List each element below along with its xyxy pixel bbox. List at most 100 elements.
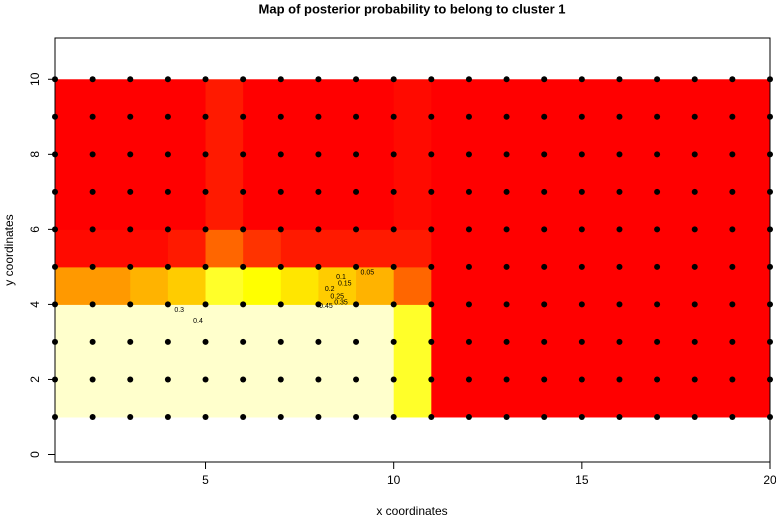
heat-cell <box>544 116 583 155</box>
point <box>578 301 585 308</box>
chart-title: Map of posterior probability to belong t… <box>259 1 566 16</box>
point <box>616 301 623 308</box>
point <box>729 188 736 195</box>
point <box>654 188 661 195</box>
heat-cell <box>732 304 771 343</box>
point <box>240 113 247 120</box>
point <box>503 301 510 308</box>
heat-cell <box>619 116 658 155</box>
point <box>729 226 736 233</box>
point <box>428 113 435 120</box>
point <box>164 376 171 383</box>
heat-cell <box>619 191 658 230</box>
point <box>315 413 322 420</box>
x-tick-label: 20 <box>763 473 776 487</box>
point <box>127 301 134 308</box>
contour-label: 0.1 <box>336 274 346 281</box>
point <box>541 113 548 120</box>
point <box>202 113 209 120</box>
heat-cell <box>205 229 244 268</box>
heat-cell <box>205 266 244 305</box>
heat-cell <box>431 191 470 230</box>
point <box>89 188 96 195</box>
point <box>240 376 247 383</box>
point <box>541 413 548 420</box>
point <box>616 376 623 383</box>
heat-cell <box>356 79 395 118</box>
heat-cell <box>393 79 432 118</box>
point <box>202 263 209 270</box>
heat-cell <box>619 379 658 418</box>
heat-cell <box>506 116 545 155</box>
heat-cell <box>318 154 357 193</box>
point <box>89 338 96 345</box>
heat-cell <box>167 79 207 118</box>
heat-cell <box>619 341 658 380</box>
heat-cell <box>280 304 319 343</box>
point <box>729 301 736 308</box>
x-tick-label: 15 <box>575 473 589 487</box>
point <box>578 151 585 158</box>
heat-cell <box>280 79 319 118</box>
point <box>654 301 661 308</box>
heat-cell <box>130 116 169 155</box>
point <box>89 413 96 420</box>
heat-cell <box>694 266 733 305</box>
heat-cell <box>694 379 733 418</box>
point <box>503 263 510 270</box>
heat-cell <box>205 341 244 380</box>
point <box>691 338 698 345</box>
heat-cell <box>732 116 771 155</box>
point <box>616 188 623 195</box>
heat-cell <box>506 154 545 193</box>
point <box>465 301 472 308</box>
point <box>240 188 247 195</box>
heat-cell <box>393 379 432 418</box>
point <box>465 263 472 270</box>
point <box>353 338 360 345</box>
y-axis-label: y coordinates <box>2 214 16 285</box>
point <box>390 151 397 158</box>
heat-cell <box>130 341 169 380</box>
contour-label: 0.05 <box>361 269 375 276</box>
point <box>729 113 736 120</box>
heat-cell <box>393 116 432 155</box>
heat-cell <box>130 79 169 118</box>
point <box>691 188 698 195</box>
heat-cell <box>280 341 319 380</box>
point <box>353 76 360 83</box>
point <box>428 263 435 270</box>
point <box>428 338 435 345</box>
point <box>164 151 171 158</box>
heat-cell <box>468 266 508 305</box>
heat-cell <box>280 229 319 268</box>
point <box>277 113 284 120</box>
heat-cell <box>130 266 169 305</box>
heat-cell <box>393 229 432 268</box>
heat-cell <box>243 191 282 230</box>
point <box>277 263 284 270</box>
heat-cell <box>506 341 545 380</box>
point <box>277 376 284 383</box>
point <box>503 338 510 345</box>
heat-cell <box>732 154 771 193</box>
point <box>353 301 360 308</box>
point <box>240 301 247 308</box>
heat-cell <box>657 304 696 343</box>
heat-cell <box>280 154 319 193</box>
heat-cell <box>55 266 94 305</box>
contour-label: 0.3 <box>174 307 184 314</box>
point <box>541 76 548 83</box>
heat-cell <box>92 266 131 305</box>
heat-cell <box>694 79 733 118</box>
point <box>390 76 397 83</box>
heat-cell <box>243 341 282 380</box>
heat-cell <box>205 304 244 343</box>
heat-cell <box>657 379 696 418</box>
heat-cell <box>356 229 395 268</box>
heat-cell <box>205 379 244 418</box>
point <box>654 338 661 345</box>
point <box>390 301 397 308</box>
point <box>164 413 171 420</box>
x-axis-label: x coordinates <box>376 504 447 518</box>
